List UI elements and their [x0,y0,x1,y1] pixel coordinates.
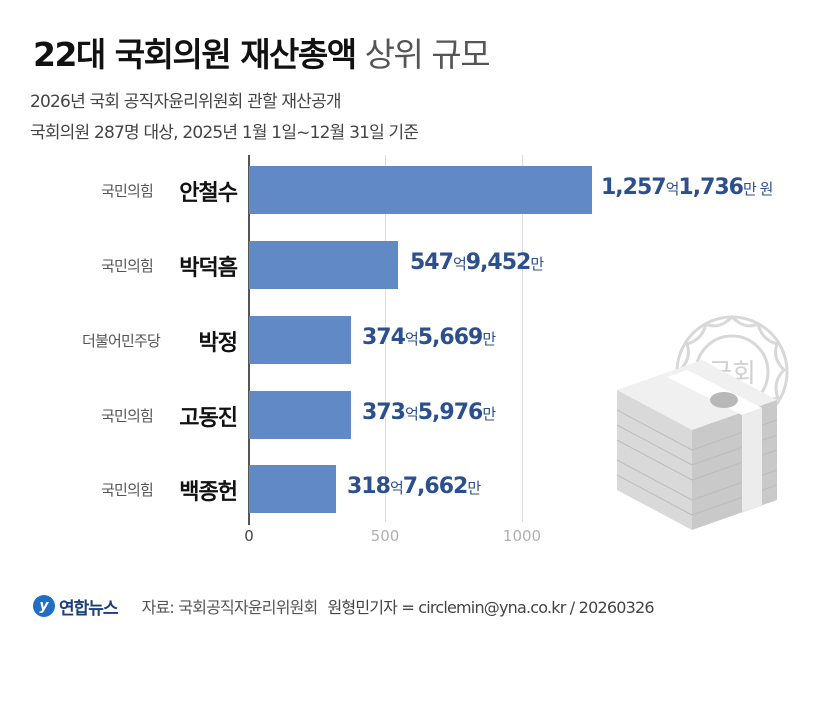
source-text: 자료: 국회공직자윤리위원회 [141,598,319,617]
bar [249,316,351,364]
value-label: 373억5,976만 [362,400,496,425]
bar-chart: 국민의힘 안철수 1,257억1,736만 원 국민의힘 박덕흠 547억9,4… [0,155,835,555]
gridline-1000 [522,155,523,522]
yonhap-logo-text: 연합뉴스 [59,598,119,619]
party-label: 국민의힘 [100,182,154,200]
cash-icon [616,360,778,530]
chart-row: 국민의힘 백종헌 318억7,662만 [0,465,835,513]
member-name: 백종헌 [179,480,238,505]
title-bold: 22대 국회의원 재산총액 [33,35,357,74]
member-name: 박정 [198,331,238,356]
gridline-500 [385,155,386,522]
footer: y 연합뉴스 자료: 국회공직자윤리위원회 원형민기자 = circlemin@… [33,592,823,620]
chart-row: 국민의힘 박덕흠 547억9,452만 [0,241,835,289]
money-stack-illustration: 국회 [612,300,802,540]
member-name: 박덕흠 [179,256,238,281]
party-label: 국민의힘 [100,257,154,275]
value-label: 547억9,452만 [410,250,544,275]
member-name: 안철수 [179,181,238,206]
party-label: 더불어민주당 [81,332,161,350]
member-name: 고동진 [179,406,238,431]
bar [249,465,336,513]
x-tick-1000: 1000 [502,527,542,545]
value-label: 374억5,669만 [362,325,496,350]
x-tick-500: 500 [370,527,400,545]
value-label: 318억7,662만 [347,474,481,499]
title-light: 상위 규모 [364,35,491,74]
yonhap-logo-icon: y [33,595,55,617]
bar [249,166,592,214]
party-label: 국민의힘 [100,481,154,499]
value-label: 1,257억1,736만 원 [601,175,773,200]
bar [249,391,351,439]
party-label: 국민의힘 [100,407,154,425]
x-tick-0: 0 [244,527,254,545]
credit-text: 원형민기자 = circlemin@yna.co.kr / 20260326 [327,598,654,617]
subtitle-line1: 2026년 국회 공직자윤리위원회 관할 재산공개 [30,92,342,112]
y-axis-line [248,155,250,525]
subtitle-line2: 국회의원 287명 대상, 2025년 1월 1일~12월 31일 기준 [30,123,419,143]
chart-row: 국민의힘 고동진 373억5,976만 [0,391,835,439]
page-title: 22대 국회의원 재산총액 상위 규모 [33,28,491,76]
chart-row: 더불어민주당 박정 374억5,669만 [0,316,835,364]
bar [249,241,398,289]
chart-row: 국민의힘 안철수 1,257억1,736만 원 [0,166,835,214]
assembly-seal-icon: 국회 [616,314,789,530]
